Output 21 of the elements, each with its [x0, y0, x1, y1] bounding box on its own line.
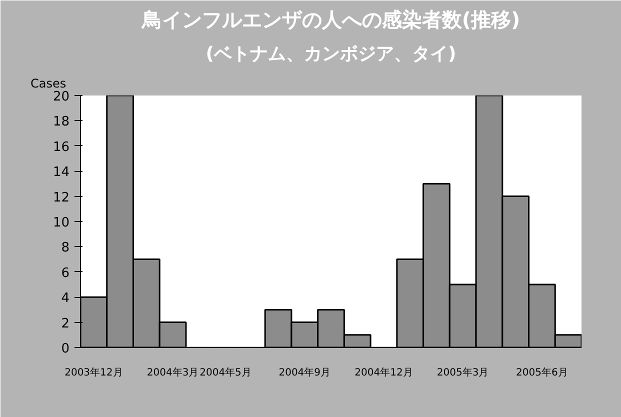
y-tick-label: 6 [61, 266, 70, 281]
y-tick-label: 10 [52, 216, 70, 230]
chart-subtitle: (ベトナム、カンボジア、タイ) [206, 44, 456, 64]
x-tick-label: 2005年3月 [436, 366, 489, 378]
chart-title: 鳥インフルエンザの人への感染者数(推移) [140, 8, 520, 32]
x-tick-label: 2004年9月 [278, 366, 331, 378]
x-tick-label: 2005年6月 [516, 366, 568, 378]
y-tick-label: 4 [61, 291, 70, 306]
x-tick-label: 2004年5月 [200, 366, 252, 378]
x-tick-label: 2003年12月 [64, 366, 123, 378]
y-tick-label: 18 [52, 114, 70, 130]
y-tick-label: 14 [52, 165, 70, 180]
y-tick-label: 0 [61, 342, 70, 356]
y-tick-label: 2 [61, 316, 70, 332]
y-tick-label: 20 [52, 90, 70, 104]
y-axis-title: Cases [30, 76, 66, 90]
x-tick-label: 2004年3月 [146, 366, 199, 378]
x-tick-label: 2004年12月 [354, 366, 413, 378]
y-tick-label: 12 [52, 190, 70, 206]
y-tick-label: 8 [61, 240, 70, 256]
y-tick-label: 16 [52, 140, 70, 155]
